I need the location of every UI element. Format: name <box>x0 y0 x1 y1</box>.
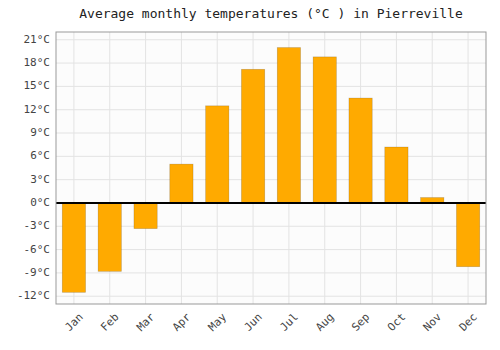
y-grid-line <box>56 156 486 157</box>
zero-line <box>56 202 486 204</box>
y-grid-line <box>56 109 486 110</box>
bar <box>349 98 372 203</box>
y-tick-label: 12°C <box>24 103 51 116</box>
y-tick-label: 6°C <box>30 149 50 162</box>
x-tick-label: May <box>206 310 230 334</box>
y-grid-line <box>56 179 486 180</box>
x-grid-line <box>432 32 433 304</box>
bar <box>456 203 479 267</box>
bar <box>206 106 229 203</box>
y-grid-line <box>56 63 486 64</box>
plot-frame <box>56 32 486 304</box>
y-tick-label: -3°C <box>24 219 51 232</box>
y-grid-line <box>56 39 486 40</box>
x-tick-label: Feb <box>98 311 121 334</box>
y-tick-label: 15°C <box>24 79 51 92</box>
x-tick-label: Mar <box>134 310 158 334</box>
bar <box>170 164 193 203</box>
bars <box>62 48 479 293</box>
x-grid-line <box>145 32 146 304</box>
y-grid-line <box>56 86 486 87</box>
bar <box>277 48 300 203</box>
y-tick-label: -6°C <box>24 243 51 256</box>
y-grid-line <box>56 133 486 134</box>
x-tick-label: Apr <box>170 310 194 334</box>
bar <box>62 203 85 292</box>
y-grid-line <box>56 202 486 203</box>
y-tick-label: 21°C <box>24 33 51 46</box>
x-tick-label: Dec <box>457 311 480 334</box>
bar <box>241 69 264 203</box>
y-grid-line <box>56 272 486 273</box>
x-tick-label: Nov <box>421 310 445 334</box>
chart: -12°C -9°C -6°C -3°C 0°C 3°C 6°C 9°C 12°C 15°C 18°… <box>0 0 500 350</box>
y-tick-label: -12°C <box>17 289 50 302</box>
x-tick-label: Sep <box>349 311 372 334</box>
bar <box>98 203 121 271</box>
y-tick-label: 18°C <box>24 56 51 69</box>
x-tick-label: Jul <box>277 311 300 334</box>
bar <box>134 203 157 229</box>
bar <box>385 147 408 203</box>
x-tick-label: Oct <box>385 311 408 334</box>
x-tick-label: Aug <box>313 311 336 334</box>
y-grid-line <box>56 296 486 297</box>
x-tick-label: Jan <box>62 311 85 334</box>
title: Average monthly temperatures (°C ) in Pi… <box>79 6 463 21</box>
bar <box>313 57 336 203</box>
grid <box>56 32 486 304</box>
plot-area <box>56 32 486 304</box>
y-tick-label: 0°C <box>30 196 50 209</box>
x-tick-label: Jun <box>242 311 265 334</box>
y-tick-label: -9°C <box>24 266 51 279</box>
y-tick-label: 3°C <box>30 173 50 186</box>
y-tick-label: 9°C <box>30 126 50 139</box>
